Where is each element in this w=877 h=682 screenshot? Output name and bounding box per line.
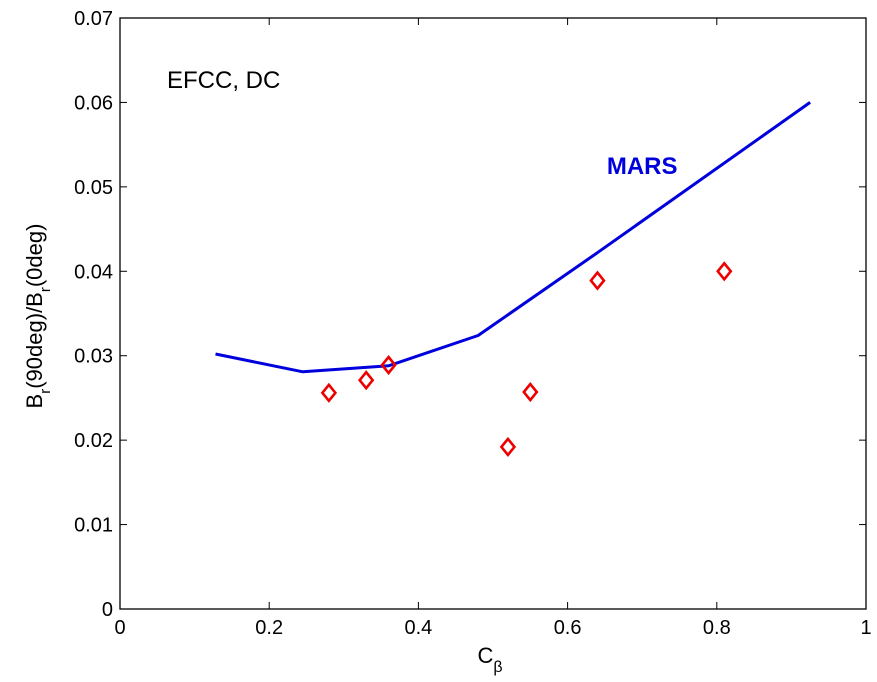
y-tick-label: 0.01 — [74, 515, 113, 537]
y-axis-label-sub2: r — [37, 287, 54, 292]
data-point-diamond — [522, 381, 539, 403]
y-axis-label-part2: (90deg)/B — [22, 292, 47, 389]
data-point-diamond — [358, 370, 375, 391]
marker-layer — [320, 261, 733, 457]
x-axis-label: Cβ — [477, 643, 502, 676]
y-axis-label-part1: B — [22, 394, 47, 409]
x-tick-label: 1 — [860, 617, 871, 639]
y-tick-label: 0.06 — [74, 92, 113, 114]
y-tick-label: 0.03 — [74, 346, 113, 368]
y-tick-label: 0.07 — [74, 8, 113, 30]
x-tick-label: 0.4 — [404, 617, 432, 639]
annotation-text: EFCC, DC — [167, 67, 280, 94]
plot-frame — [119, 17, 867, 610]
data-point-diamond — [499, 436, 517, 457]
ticks-layer: 0 0.2 0.4 0.6 0.8 1 0 0.01 0.02 0.03 0.04 0.05 0.06 0… — [74, 8, 872, 639]
y-axis-label-sub1: r — [37, 389, 54, 394]
x-axis-label-main: C — [477, 643, 493, 668]
y-axis-label: Br(90deg)/Br(0deg) — [22, 224, 54, 409]
data-point-diamond — [320, 382, 338, 403]
y-axis-label-part3: (0deg) — [22, 224, 47, 288]
x-tick-label: 0.6 — [554, 617, 582, 639]
line-layer: MARS — [215, 101, 811, 374]
y-tick-label: 0 — [102, 599, 113, 621]
y-tick-label: 0.02 — [74, 430, 113, 452]
data-point-diamond — [589, 270, 606, 291]
x-tick-label: 0.8 — [703, 617, 731, 639]
x-axis-label-sub: β — [493, 659, 502, 676]
data-point-diamond — [716, 261, 733, 282]
y-tick-label: 0.04 — [74, 261, 113, 283]
x-tick-label: 0 — [114, 617, 125, 639]
mars-series-label: MARS — [607, 153, 678, 180]
data-point-diamond — [380, 354, 397, 376]
y-tick-label: 0.05 — [74, 177, 113, 199]
mars-series-line — [215, 101, 811, 374]
x-tick-label: 0.2 — [255, 617, 283, 639]
